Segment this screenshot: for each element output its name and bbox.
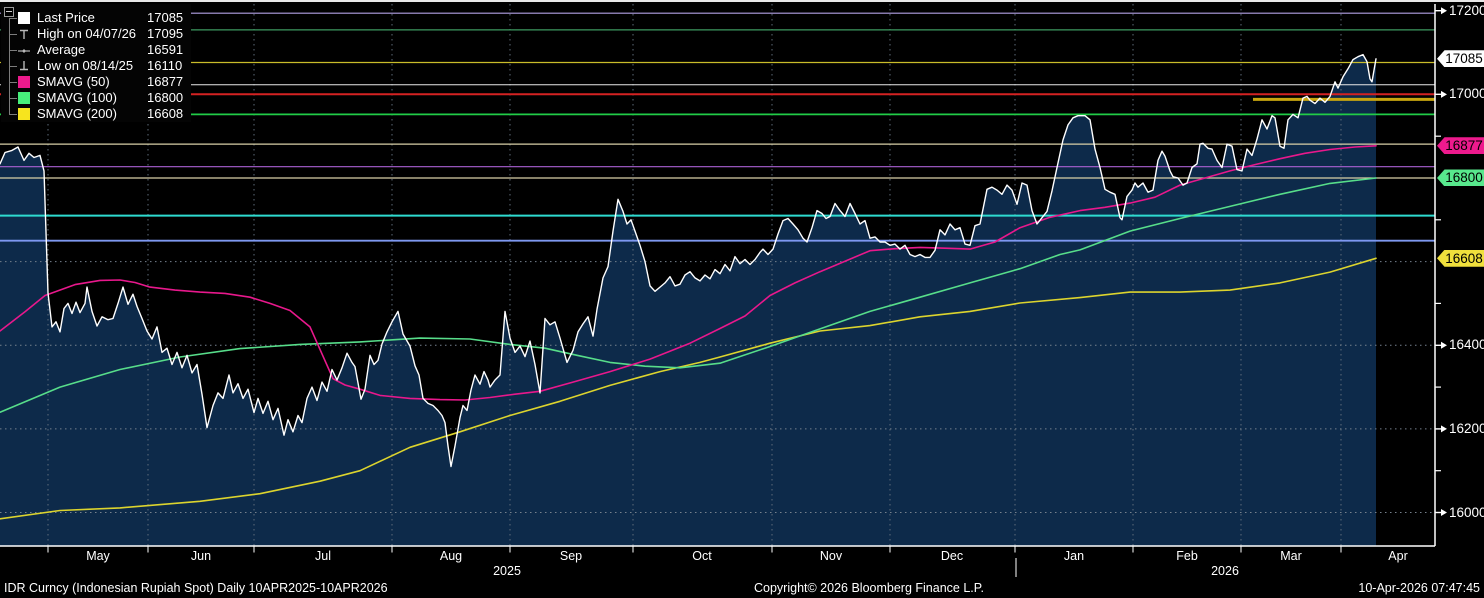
legend-collapse-icon[interactable] <box>4 7 14 17</box>
y-tick-arrow <box>1441 341 1447 349</box>
y-axis-label: 17200 <box>1449 2 1484 18</box>
y-axis-label: 17000 <box>1449 86 1484 102</box>
series-line-last-price <box>0 53 1377 468</box>
legend-value: 16608 <box>147 106 184 121</box>
y-tick-arrow <box>1441 90 1447 98</box>
timestamp-text: 10-Apr-2026 07:47:45 <box>1358 581 1480 595</box>
year-label-2025: 2025 <box>493 564 521 578</box>
legend-value: 16800 <box>147 90 184 105</box>
chart-title-text: IDR Curncy (Indonesian Rupiah Spot) Dail… <box>4 581 388 595</box>
legend-tree-stub <box>9 18 17 19</box>
month-label-nov: Nov <box>819 549 843 563</box>
legend-label: SMAVG (100) <box>37 90 117 105</box>
month-label-oct: Oct <box>692 549 712 563</box>
month-label-sep: Sep <box>559 549 583 563</box>
month-label-jul: Jul <box>315 549 331 563</box>
copyright-text: Copyright© 2026 Bloomberg Finance L.P. <box>754 581 984 595</box>
legend-swatch-icon <box>18 12 30 24</box>
legend-tree-stub <box>9 82 17 83</box>
high-marker-icon <box>20 29 28 39</box>
month-label-apr: Apr <box>1388 549 1408 563</box>
month-label-jun: Jun <box>190 549 212 563</box>
series-line-smavg-50- <box>0 145 1377 401</box>
price-badge-16608: 16608 <box>1437 249 1484 267</box>
legend-value: 16877 <box>147 74 184 89</box>
price-area-fill <box>0 54 1376 546</box>
legend-swatch-icon <box>18 92 30 104</box>
month-label-jan: Jan <box>1063 549 1085 563</box>
legend-tree-stub <box>9 98 17 99</box>
legend-label: Low on 08/14/25 <box>37 58 134 73</box>
legend-label: Last Price <box>37 10 95 25</box>
month-label-feb: Feb <box>1176 549 1198 563</box>
window-top-border <box>0 0 1484 2</box>
month-label-mar: Mar <box>1280 549 1302 563</box>
legend-swatch-icon <box>18 108 30 120</box>
legend-row-last-price[interactable]: Last Price 17085 <box>1 10 191 26</box>
price-badge-16877: 16877 <box>1437 137 1484 155</box>
legend-value: 16110 <box>147 58 183 73</box>
legend-tree-stub <box>9 34 17 35</box>
legend-value: 16591 <box>147 42 184 57</box>
series-line-smavg-200- <box>0 257 1377 520</box>
legend-tree-stub <box>9 114 17 115</box>
y-tick-arrow <box>1441 7 1447 15</box>
year-label-2026: 2026 <box>1211 564 1239 578</box>
legend-value: 17085 <box>147 10 184 25</box>
legend-row-high-on-04-07-26[interactable]: High on 04/07/26 17095 <box>1 26 191 42</box>
y-axis-label: 16000 <box>1449 504 1484 520</box>
legend-row-smavg-100-[interactable]: SMAVG (100) 16800 <box>1 90 191 106</box>
y-axis-label: 16200 <box>1449 420 1484 436</box>
legend-swatch-icon <box>18 76 30 88</box>
series-line-smavg-100- <box>0 177 1377 414</box>
legend-label: Average <box>37 42 86 57</box>
low-marker-icon <box>20 61 28 71</box>
y-axis-label: 16400 <box>1449 337 1484 353</box>
avg-marker-icon <box>18 49 30 53</box>
footer: IDR Curncy (Indonesian Rupiah Spot) Dail… <box>0 579 1484 598</box>
legend-tree-stub <box>9 66 17 67</box>
price-badge-17085: 17085 <box>1437 50 1484 68</box>
legend-row-average[interactable]: Average 16591 <box>1 42 191 58</box>
legend-row-smavg-50-[interactable]: SMAVG (50) 16877 <box>1 74 191 90</box>
y-tick-arrow <box>1441 425 1447 433</box>
chart-legend[interactable]: Last Price 17085 High on 04/07/26 17095 Aver… <box>1 4 191 122</box>
legend-label: SMAVG (50) <box>37 74 110 89</box>
legend-row-smavg-200-[interactable]: SMAVG (200) 16608 <box>1 106 191 122</box>
y-tick-arrow <box>1441 509 1447 517</box>
month-label-may: May <box>86 549 110 563</box>
month-label-aug: Aug <box>439 549 463 563</box>
legend-value: 17095 <box>147 26 184 41</box>
legend-label: High on 04/07/26 <box>37 26 137 41</box>
legend-row-low-on-08-14-25[interactable]: Low on 08/14/25 16110 <box>1 58 191 74</box>
month-label-dec: Dec <box>940 549 964 563</box>
legend-tree-stub <box>9 50 17 51</box>
legend-label: SMAVG (200) <box>37 106 117 121</box>
price-badge-16800: 16800 <box>1437 169 1484 187</box>
